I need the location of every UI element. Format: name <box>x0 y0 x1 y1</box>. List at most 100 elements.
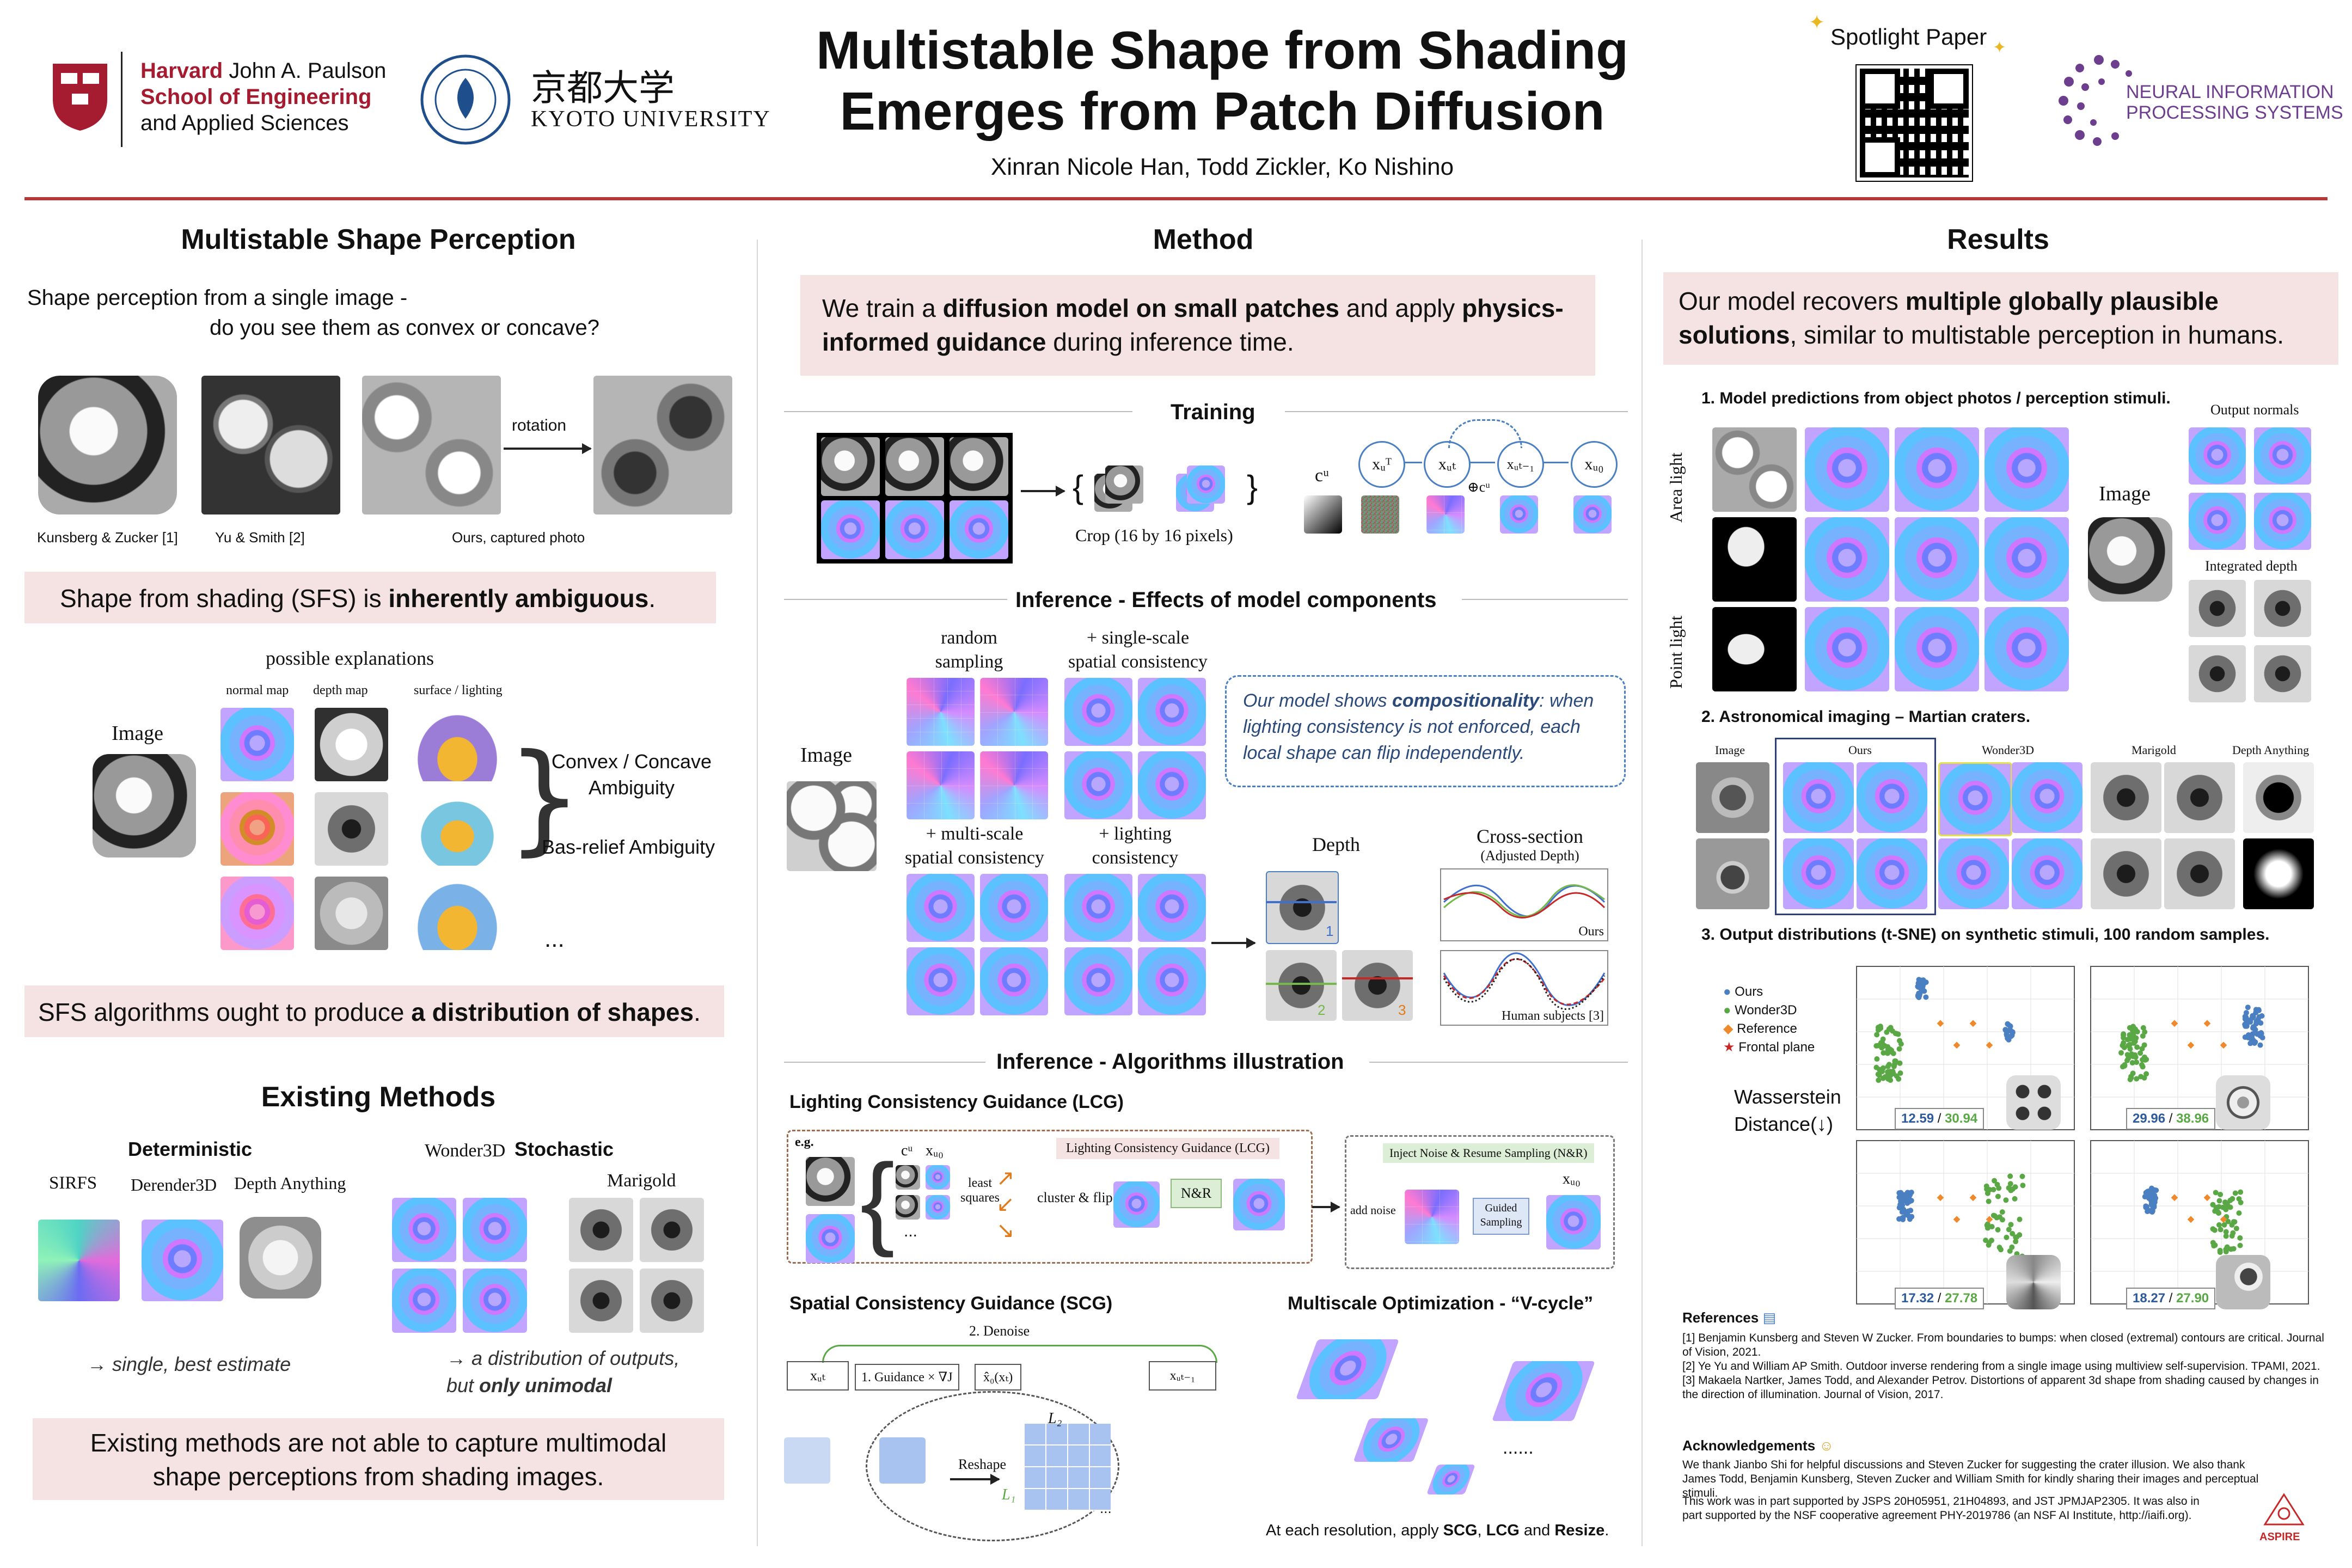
aspire-label: ASPIRE <box>2259 1531 2300 1543</box>
funding-line1: This work was in part supported by JSPS … <box>1682 1495 2200 1508</box>
tsne-point <box>1995 1227 2001 1233</box>
poster-title: Multistable Shape from Shading Emerges f… <box>751 20 1693 142</box>
score-4-wonder: 27.90 <box>2176 1291 2209 1306</box>
tsne-point <box>2143 1192 2149 1198</box>
marigold-result-1 <box>569 1198 633 1262</box>
tsne-point <box>2143 1204 2149 1210</box>
tsne-point <box>2258 1020 2264 1026</box>
crop-patches: { } <box>1073 457 1269 523</box>
compositionality-t2: : when lighting consistency is not enfor… <box>1243 690 1594 763</box>
tsne-point <box>1908 1208 1914 1214</box>
crater-marigold-2b <box>2164 838 2235 909</box>
pred-out-3b <box>1895 607 1979 691</box>
ring-normal-4 <box>2254 493 2311 550</box>
tsne-point <box>1896 1205 1902 1211</box>
crater-marigold-2a <box>2091 838 2161 909</box>
tsne-point <box>1876 1077 1882 1083</box>
lcg-final-result <box>1233 1179 1285 1230</box>
integrated-depth-label: Integrated depth <box>2205 558 2298 574</box>
node-xt-label: xᵤₜ <box>1438 455 1456 473</box>
reference-2: [2] Ye Yu and William AP Smith. Outdoor … <box>1682 1360 2320 1373</box>
tsne-point <box>1894 1073 1900 1079</box>
stimulus-ours-2 <box>593 376 732 514</box>
tsne-point <box>1900 1198 1906 1204</box>
point-light-label: Point light <box>1666 615 1686 689</box>
crater-wonder-1a <box>1938 762 2012 836</box>
single-scale-4 <box>1138 751 1206 819</box>
scg-xt1-node: xᵤₜ₋₁ <box>1149 1361 1216 1391</box>
kyoto-name: KYOTO UNIVERSITY <box>531 107 771 132</box>
tsne-point <box>2213 1190 2219 1196</box>
depth-map-3 <box>315 877 388 950</box>
tsne-reference-point <box>2220 1042 2227 1049</box>
tsne-point <box>2008 1222 2014 1228</box>
score-2-wonder: 38.96 <box>2176 1111 2209 1126</box>
tsne-point <box>1919 977 1925 983</box>
method-derender: Derender3D <box>131 1175 217 1195</box>
alg-rule-left <box>784 1062 985 1063</box>
ambiguity-ellipsis: ... <box>544 926 565 952</box>
tsne-point <box>2007 1248 2013 1254</box>
crater-wonder-1b <box>2012 762 2082 833</box>
node-x0-label: xᵤ₀ <box>1584 455 1604 473</box>
harvard-word: Harvard <box>140 59 223 83</box>
tsne-point <box>2020 1183 2026 1189</box>
method-summary-b3: informed guidance <box>822 328 1046 356</box>
column-divider-2 <box>1641 240 1643 1546</box>
qr-code[interactable] <box>1855 64 1973 182</box>
tsne-point <box>2130 1070 2136 1076</box>
depth-num1: 1 <box>1326 923 1334 939</box>
vcycle-note: At each resolution, apply SCG, LCG and R… <box>1266 1522 1609 1540</box>
crater-wonder-2a <box>1938 838 2009 909</box>
tsne-point <box>2017 1216 2023 1222</box>
tsne-point <box>1890 1068 1896 1074</box>
inference-rule-right <box>1462 599 1628 600</box>
stimulus-thumb-4 <box>2216 1255 2270 1309</box>
acknowledgements-text: We thank Jianbo Shi for helpful discussi… <box>1682 1459 2259 1499</box>
tsne-point <box>2007 1181 2013 1187</box>
crater-depthany-2 <box>2243 838 2314 909</box>
to-depth-arrow <box>1211 938 1256 948</box>
harvard-seas: School of Engineering <box>140 85 372 109</box>
tsne-reference-point <box>2187 1042 2195 1049</box>
cross-section-title-text: Cross-section <box>1477 825 1583 847</box>
tsne-point <box>2223 1233 2229 1239</box>
depth-line-red <box>1342 977 1413 979</box>
tsne-point <box>1881 1050 1886 1056</box>
comp-multi-line1: + multi-scale <box>926 824 1024 844</box>
lighting-3 <box>1064 947 1132 1015</box>
lcg-cu: cᵘ <box>901 1142 913 1159</box>
intro-line1: Shape perception from a single image - <box>27 286 408 310</box>
normal-map-2 <box>220 792 294 866</box>
lcg-patch-3 <box>896 1195 920 1220</box>
stochastic-note: → a distribution of outputs, but only un… <box>446 1345 679 1399</box>
ring-normal-1 <box>2189 427 2246 485</box>
method-depthanything: Depth Anything <box>234 1173 346 1193</box>
cross-ours-label: Ours <box>1578 924 1604 939</box>
callout-ambiguous: Shape from shading (SFS) is inherently a… <box>24 572 716 623</box>
tsne-point <box>1896 1046 1902 1052</box>
tsne-point <box>1890 1050 1896 1056</box>
marigold-result-2 <box>640 1198 704 1262</box>
depth-num2: 2 <box>1318 1002 1326 1018</box>
depth-num3: 3 <box>1398 1002 1406 1018</box>
vcycle-note-t4: . <box>1604 1522 1609 1539</box>
crop-label: Crop (16 by 16 pixels) <box>1075 525 1233 545</box>
normal-map-1 <box>220 708 294 781</box>
alg-title: Inference - Algorithms illustration <box>996 1050 1344 1074</box>
area-light-label: Area light <box>1666 452 1686 523</box>
tsne-point <box>2142 1029 2148 1035</box>
header-rule <box>24 197 2328 200</box>
comp-single: + single-scale spatial consistency <box>1051 626 1225 674</box>
compositionality-bold: compositionality <box>1392 690 1540 711</box>
lighting-4 <box>1138 947 1206 1015</box>
callout-ambiguous-suffix: . <box>648 584 656 612</box>
results-sub3: 3. Output distributions (t-SNE) on synth… <box>1701 926 2270 944</box>
intro-line2: do you see them as convex or concave? <box>210 316 599 340</box>
compositionality-box: Our model shows compositionality: when l… <box>1225 675 1626 787</box>
cu-label: cᵘ <box>1315 465 1330 486</box>
tsne-point <box>1897 1070 1903 1076</box>
alg-rule-right <box>1369 1062 1628 1063</box>
tsne-legend: ● Ours ● Wonder3D ◆ Reference ★ Frontal … <box>1723 983 1859 1070</box>
lcg-light-arrows: ↗ ↙ ↘ <box>996 1166 1015 1242</box>
